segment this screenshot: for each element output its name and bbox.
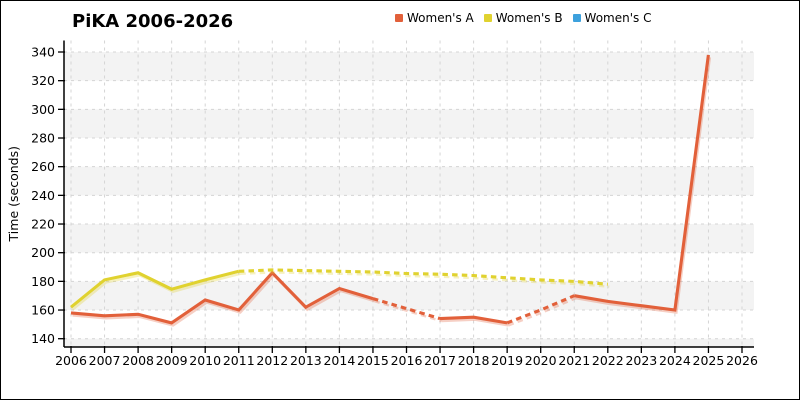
y-tick-label: 240: [31, 188, 55, 203]
legend-item-women-s-a: Women's A: [395, 11, 474, 25]
series-line-women-s-a-seg4: [574, 54, 710, 312]
x-tick-label: 2022: [592, 353, 624, 368]
grid-band: [64, 338, 754, 347]
series-line-women-s-b-seg1: [238, 268, 608, 286]
series-echo-women-s-a: [508, 297, 577, 327]
x-tick-label: 2024: [659, 353, 691, 368]
y-tick-label: 140: [31, 331, 55, 346]
y-tick-label: 220: [31, 217, 55, 232]
x-tick-label: 2008: [122, 353, 154, 368]
series-echo-women-s-a: [441, 318, 509, 327]
series-line-women-s-a-seg3: [506, 294, 575, 325]
grid-band: [64, 224, 754, 253]
x-tick-label: 2014: [323, 353, 355, 368]
series-echo-women-s-a: [374, 299, 442, 323]
x-tick-label: 2019: [491, 353, 523, 368]
y-tick-label: 200: [31, 245, 55, 260]
grid-band: [64, 52, 754, 81]
legend-label-women-s-c: Women's C: [584, 11, 652, 25]
legend-item-women-s-b: Women's B: [483, 11, 563, 25]
x-tick-label: 2025: [693, 353, 725, 368]
legend-swatch-women-s-c: [572, 14, 581, 22]
x-tick-label: 2012: [256, 353, 288, 368]
x-tick-label: 2017: [424, 353, 456, 368]
y-tick-label: 160: [31, 303, 55, 318]
y-tick-label: 180: [31, 274, 55, 289]
grid-band: [64, 166, 754, 196]
x-tick-label: 2006: [55, 353, 87, 368]
x-tick-label: 2010: [189, 353, 221, 368]
x-tick-label: 2016: [391, 353, 423, 368]
legend-swatch-women-s-a: [395, 14, 403, 22]
x-tick-label: 2026: [726, 353, 758, 368]
series-echo-women-s-b: [71, 272, 241, 311]
y-tick-label: 320: [31, 73, 55, 88]
y-tick-label: 300: [31, 102, 55, 117]
x-tick-label: 2018: [458, 353, 490, 368]
chart-title: PiKA 2006-2026: [72, 11, 234, 32]
series-line-women-s-a-seg0: [70, 270, 374, 325]
legend-label-women-s-a: Women's A: [407, 11, 474, 25]
series-line-women-s-b-seg0: [70, 269, 240, 309]
legend-label-women-s-b: Women's B: [495, 11, 563, 25]
x-tick-label: 2009: [156, 353, 188, 368]
legend-item-women-s-c: Women's C: [572, 11, 652, 25]
x-tick-label: 2023: [625, 353, 657, 368]
y-tick-label: 340: [31, 45, 55, 60]
y-axis-title: Time (seconds): [6, 146, 21, 242]
legend-swatch-women-s-b: [483, 14, 492, 22]
series-echo-women-s-a: [575, 57, 712, 314]
x-tick-label: 2015: [357, 353, 389, 368]
series-echo-women-s-a: [72, 273, 375, 327]
series-echo-women-s-b: [240, 271, 610, 288]
x-tick-label: 2007: [89, 353, 121, 368]
grid-band: [64, 109, 754, 139]
x-tick-label: 2011: [223, 353, 255, 368]
series-line-women-s-a-seg2: [439, 315, 508, 325]
y-tick-label: 280: [31, 131, 55, 146]
series-line-women-s-a-seg1: [372, 297, 441, 321]
legend: Women's A Women's B Women's C: [395, 11, 651, 25]
x-tick-label: 2020: [525, 353, 557, 368]
x-tick-label: 2021: [558, 353, 590, 368]
y-tick-label: 260: [31, 159, 55, 174]
x-tick-label: 2013: [290, 353, 322, 368]
